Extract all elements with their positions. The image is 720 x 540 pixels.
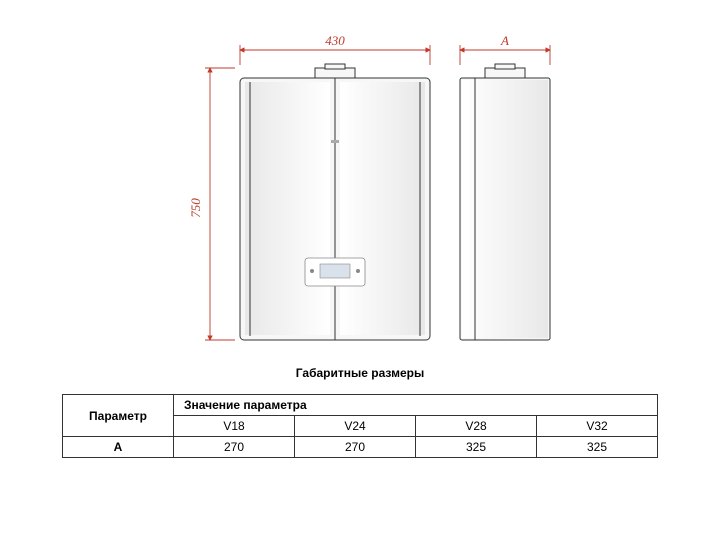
boiler-side-view bbox=[460, 64, 550, 340]
table-row: Параметр Значение параметра bbox=[63, 395, 658, 416]
val-v18: 270 bbox=[174, 437, 295, 458]
col-v28: V28 bbox=[416, 416, 537, 437]
col-v18: V18 bbox=[174, 416, 295, 437]
caption: Габаритные размеры bbox=[20, 366, 700, 380]
boiler-front-view bbox=[240, 64, 430, 340]
table-row: A 270 270 325 325 bbox=[63, 437, 658, 458]
param-a-label: A bbox=[63, 437, 174, 458]
val-v32: 325 bbox=[537, 437, 658, 458]
val-v28: 325 bbox=[416, 437, 537, 458]
col-v32: V32 bbox=[537, 416, 658, 437]
dimension-diagram: 750 430 A bbox=[80, 20, 640, 360]
header-value: Значение параметра bbox=[174, 395, 658, 416]
val-v24: 270 bbox=[295, 437, 416, 458]
col-v24: V24 bbox=[295, 416, 416, 437]
dim-depth-label: A bbox=[500, 33, 509, 48]
dim-width-label: 430 bbox=[325, 33, 345, 48]
header-parameter: Параметр bbox=[63, 395, 174, 437]
dim-height-label: 750 bbox=[188, 198, 203, 218]
parameter-table: Параметр Значение параметра V18 V24 V28 … bbox=[62, 394, 658, 458]
